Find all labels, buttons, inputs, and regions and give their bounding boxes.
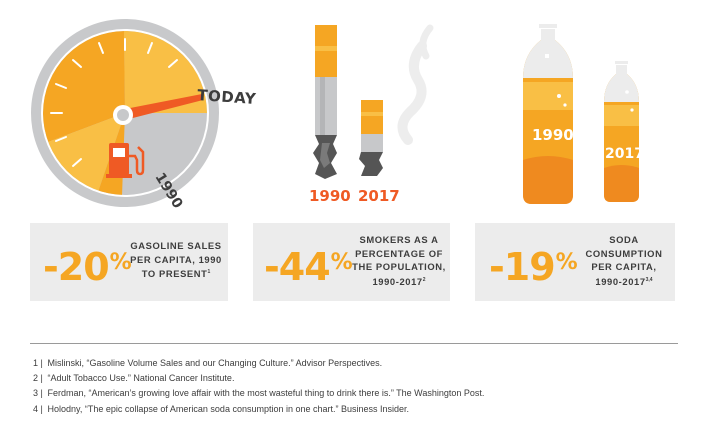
footnote-2: 2 | “Adult Tobacco Use.” National Cancer… bbox=[33, 373, 235, 384]
gauge-illustration bbox=[20, 10, 265, 210]
footnote-3: 3 | Ferdman, “American’s growing love af… bbox=[33, 388, 485, 399]
cigarette-1990-label: 1990 bbox=[309, 187, 351, 205]
stat-card-soda: -19% Soda consumption per capita, 1990-2… bbox=[475, 223, 675, 301]
soda-bottles-illustration bbox=[515, 10, 655, 210]
gas-pump-icon bbox=[103, 140, 149, 180]
stat-value-gasoline: -20% bbox=[43, 245, 132, 289]
bottle-1990-label: 1990 bbox=[532, 126, 574, 144]
stat-desc-gasoline: Gasoline sales per capita, 1990 to prese… bbox=[130, 240, 222, 280]
footnotes: 1 | Mislinski, “Gasoline Volume Sales an… bbox=[33, 356, 693, 417]
stat-value-smokers: -44% bbox=[264, 245, 353, 289]
footnotes-divider bbox=[30, 343, 678, 344]
footnote-1: 1 | Mislinski, “Gasoline Volume Sales an… bbox=[33, 358, 383, 368]
stat-desc-smokers: Smokers as a percentage of the populatio… bbox=[352, 234, 446, 287]
stat-card-gasoline: -20% Gasoline sales per capita, 1990 to … bbox=[30, 223, 228, 301]
footnote-4: 4 | Holodny, “The epic collapse of Ameri… bbox=[33, 403, 410, 414]
stat-value-soda: -19% bbox=[489, 245, 578, 289]
cigarettes-illustration bbox=[300, 8, 450, 188]
stat-card-smokers: -44% Smokers as a percentage of the popu… bbox=[253, 223, 450, 301]
cigarette-2017-label: 2017 bbox=[358, 187, 400, 205]
stat-desc-soda: Soda consumption per capita, 1990-20173,… bbox=[585, 234, 663, 287]
bottle-2017-label: 2017 bbox=[605, 146, 644, 162]
